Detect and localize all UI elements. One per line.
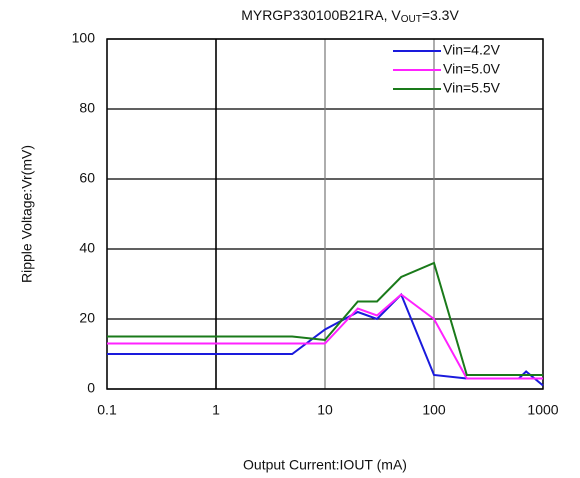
title-part: MYRGP330100B21RA, V — [241, 7, 401, 23]
x-tick-label: 100 — [422, 402, 446, 418]
legend-label: Vin=4.2V — [443, 42, 501, 58]
title-subscript: OUT — [401, 14, 422, 25]
y-axis-label: Ripple Voltage:Vr(mV) — [19, 145, 35, 283]
x-tick-label: 1 — [212, 402, 220, 418]
y-tick-label: 40 — [79, 240, 95, 256]
series-line — [107, 261, 543, 376]
y-tick-label: 100 — [72, 30, 96, 46]
x-tick-label: 10 — [317, 402, 333, 418]
y-tick-label: 60 — [79, 170, 95, 186]
y-tick-label: 20 — [79, 310, 95, 326]
x-tick-label: 0.1 — [97, 402, 117, 418]
y-tick-label: 0 — [87, 380, 95, 396]
y-tick-label: 80 — [79, 100, 95, 116]
x-axis-label: Output Current:IOUT (mA) — [243, 457, 407, 473]
title-part: =3.3V — [422, 7, 460, 23]
chart-title: MYRGP330100B21RA, VOUT=3.3V — [241, 7, 459, 25]
x-tick-label: 1000 — [527, 402, 558, 418]
legend-label: Vin=5.0V — [443, 61, 501, 77]
legend-label: Vin=5.5V — [443, 80, 501, 96]
series-line — [107, 293, 543, 380]
plot-frame — [106, 38, 544, 390]
